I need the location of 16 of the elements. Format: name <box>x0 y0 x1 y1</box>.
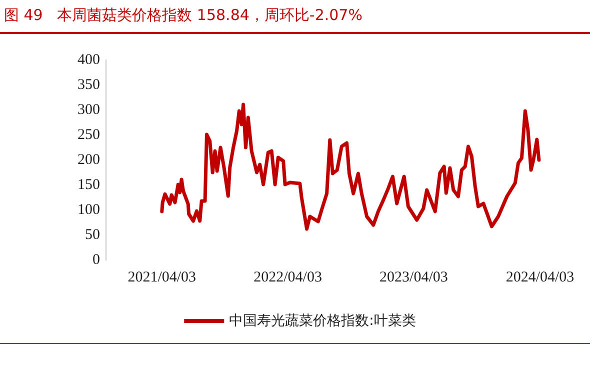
y-tick-label: 100 <box>78 202 100 218</box>
x-tick-label: 2024/04/03 <box>506 270 574 286</box>
y-tick-label: 200 <box>78 152 100 168</box>
y-tick-label: 150 <box>78 177 100 193</box>
legend-label: 中国寿光蔬菜价格指数:叶菜类 <box>229 313 416 329</box>
y-tick-label: 50 <box>85 227 100 243</box>
chart-title: 图 49 本周菌菇类价格指数 158.84，周环比-2.07% <box>4 6 362 25</box>
x-tick-label: 2023/04/03 <box>380 270 448 286</box>
x-tick-label: 2022/04/03 <box>254 270 322 286</box>
y-tick-label: 300 <box>78 102 100 118</box>
y-tick-label: 0 <box>92 252 100 268</box>
y-tick-label: 350 <box>78 77 100 93</box>
x-tick-label: 2021/04/03 <box>128 270 196 286</box>
line-series <box>160 102 541 231</box>
y-tick-label: 250 <box>78 127 100 143</box>
y-tick-label: 400 <box>78 52 100 68</box>
